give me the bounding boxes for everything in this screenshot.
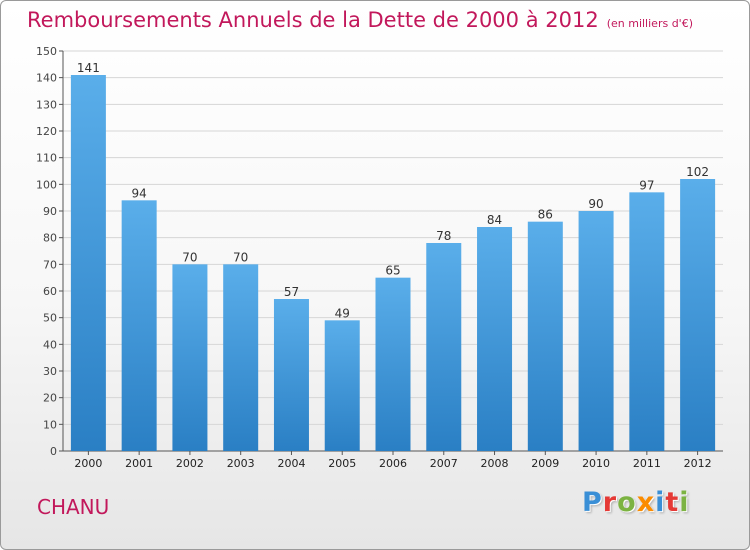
brand-letter: o — [617, 487, 637, 518]
commune-name: CHANU — [37, 495, 110, 519]
y-tick-label: 40 — [43, 338, 57, 351]
x-tick-label: 2000 — [74, 457, 102, 470]
bar-2002 — [172, 264, 208, 451]
axes: 0 10 20 30 40 50 60 70 80 90 100 110 120 130 140 150 200… — [36, 45, 723, 470]
bar-2008 — [477, 227, 513, 451]
data-label: 49 — [335, 306, 350, 320]
y-tick-label: 80 — [43, 232, 57, 245]
data-label: 84 — [487, 213, 502, 227]
y-tick-label: 140 — [36, 72, 57, 85]
data-label: 57 — [284, 285, 299, 299]
y-tick-label: 150 — [36, 45, 57, 58]
bar-2001 — [121, 200, 157, 451]
y-tick-label: 20 — [43, 392, 57, 405]
bar-2004 — [273, 299, 309, 451]
bar-2012 — [680, 179, 716, 451]
y-tick-label: 110 — [36, 152, 57, 165]
brand-letter: x — [636, 487, 656, 518]
y-tick-label: 0 — [50, 445, 57, 458]
data-labels: 141 94 70 70 57 49 65 78 84 86 90 97 102 — [77, 61, 709, 320]
y-tick-label: 50 — [43, 312, 57, 325]
y-tick-label: 90 — [43, 205, 57, 218]
bars — [70, 75, 716, 452]
chart-title-text: Remboursements Annuels de la Dette de 20… — [27, 8, 599, 32]
y-tick-label: 10 — [43, 418, 57, 431]
brand-letter: i — [655, 487, 666, 518]
data-label: 70 — [233, 250, 248, 264]
x-tick-label: 2004 — [277, 457, 305, 470]
data-label: 141 — [77, 61, 100, 75]
bar-2010 — [578, 211, 614, 451]
y-tick-label: 100 — [36, 178, 57, 191]
brand-letter: P — [582, 487, 603, 518]
data-label: 70 — [182, 250, 197, 264]
brand-letter: r — [602, 487, 618, 518]
data-label: 86 — [538, 208, 553, 222]
bar-2003 — [223, 264, 259, 451]
bar-2009 — [527, 221, 563, 451]
data-label: 90 — [588, 197, 603, 211]
x-tick-label: 2011 — [633, 457, 661, 470]
bar-2007 — [426, 243, 462, 451]
bar-2000 — [70, 75, 106, 451]
y-tick-label: 60 — [43, 285, 57, 298]
bar-2005 — [324, 320, 360, 451]
x-tick-label: 2010 — [582, 457, 610, 470]
y-tick-label: 130 — [36, 98, 57, 111]
x-tick-label: 2008 — [481, 457, 509, 470]
y-tick-label: 120 — [36, 125, 57, 138]
x-tick-label: 2012 — [684, 457, 712, 470]
data-label: 97 — [639, 178, 654, 192]
data-label: 94 — [132, 186, 147, 200]
brand-letter: i — [679, 487, 690, 518]
brand-letter: t — [665, 487, 680, 518]
chart-subtitle: (en milliers d'€) — [606, 17, 693, 30]
brand-logo[interactable]: Proxiti — [582, 487, 690, 518]
data-label: 78 — [436, 229, 451, 243]
y-tick-label: 70 — [43, 258, 57, 271]
x-tick-label: 2003 — [227, 457, 255, 470]
x-tick-label: 2006 — [379, 457, 407, 470]
data-label: 65 — [385, 264, 400, 278]
x-tick-label: 2005 — [328, 457, 356, 470]
x-tick-label: 2007 — [430, 457, 458, 470]
bar-2006 — [375, 277, 411, 451]
x-tick-label: 2009 — [531, 457, 559, 470]
y-tick-label: 30 — [43, 365, 57, 378]
bar-2011 — [629, 192, 665, 452]
x-tick-label: 2002 — [176, 457, 204, 470]
chart-title: Remboursements Annuels de la Dette de 20… — [27, 8, 693, 32]
x-tick-label: 2001 — [125, 457, 153, 470]
data-label: 102 — [686, 165, 709, 179]
